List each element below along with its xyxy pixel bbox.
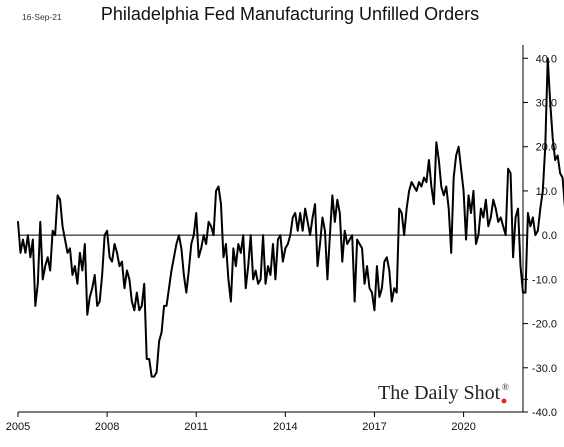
x-tick-label: 2014 (273, 421, 297, 433)
x-tick-label: 2011 (184, 421, 208, 433)
y-tick-label: 20.0 (536, 142, 557, 154)
y-tick-label: 0.0 (542, 230, 557, 242)
plot-area: 2005 2008 2011 2014 2017 2020 40.030.020.010.… (6, 45, 564, 433)
watermark-text: The Daily Shot (378, 382, 501, 404)
series-line (17, 57, 564, 378)
x-tick-label: 2008 (95, 421, 119, 433)
y-tick-label: -20.0 (532, 319, 557, 331)
x-axis-ticks: 2005 2008 2011 2014 2017 2020 (6, 412, 476, 433)
watermark-dot (501, 398, 507, 404)
x-tick-label: 2005 (6, 421, 30, 433)
y-tick-label: 40.0 (536, 53, 557, 65)
watermark-registered-mark: ® (502, 382, 509, 392)
x-tick-label: 2017 (362, 421, 386, 433)
y-tick-label: -30.0 (532, 363, 557, 375)
chart-title: Philadelphia Fed Manufacturing Unfilled … (101, 4, 479, 24)
y-tick-label: -10.0 (532, 274, 557, 286)
y-tick-label: 10.0 (536, 186, 557, 198)
x-tick-label: 2020 (451, 421, 475, 433)
y-tick-label: -40.0 (532, 407, 557, 419)
watermark-logo: The Daily Shot ® (378, 382, 509, 404)
date-stamp: 16-Sep-21 (22, 12, 62, 22)
